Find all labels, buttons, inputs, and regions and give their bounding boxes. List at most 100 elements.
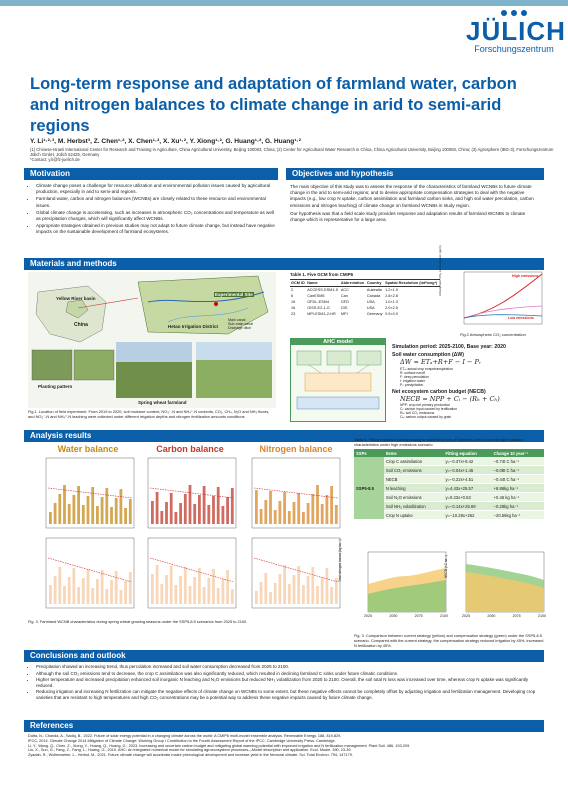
panel-bar bbox=[302, 512, 305, 524]
motivation-bullet: Farmland water, carbon and nitrogen bala… bbox=[36, 196, 278, 208]
fitting-table: SSPs Items Fitting equation Change 10 ye… bbox=[354, 449, 544, 521]
compensation-strategy-area bbox=[368, 580, 446, 612]
table-header: Items bbox=[383, 449, 444, 458]
panel-bar bbox=[334, 505, 338, 524]
definition: F: deep percolation bbox=[400, 374, 430, 379]
panel-bar bbox=[49, 585, 52, 604]
definition: Cᵢ: carbon input caused by fertilization bbox=[400, 407, 458, 412]
gcm-table: GCM ID Name Abbreviation Country Spatial… bbox=[290, 279, 440, 317]
table-cell: Crop C assimilation bbox=[383, 457, 444, 467]
panel-bar bbox=[320, 577, 324, 604]
panel-bar bbox=[110, 580, 113, 604]
table-row: 15 GFDL-ESM4 GFD USA 1.0×1.3 bbox=[290, 299, 440, 305]
panel-bar bbox=[334, 578, 338, 604]
table-row: Soil N₂O emissions y=0.23x+0.53 +0.46 kg h… bbox=[354, 492, 544, 503]
panel-bar bbox=[216, 588, 220, 604]
definition: NPP: crop net primary production bbox=[400, 403, 451, 408]
methods-equations: Simulation period: 2025-2100, Base year:… bbox=[392, 344, 546, 419]
table-row: 6 CanESM5 Can Canada 2.8×2.8 bbox=[290, 293, 440, 299]
table-header: Change 10 year⁻¹ bbox=[491, 449, 544, 458]
panel-bar bbox=[91, 588, 95, 604]
table-row: N leaching y=4.43x+25.57 +8.86kg ha⁻¹ bbox=[354, 483, 544, 494]
panel-bar bbox=[105, 488, 109, 524]
legend-main-canal: Main canal bbox=[228, 318, 246, 322]
nitrogen-loss-chart: Total nitrogen losses (kg ha⁻¹) 2025 205… bbox=[338, 539, 449, 632]
table-cell: −0.74t C ha⁻¹ bbox=[491, 457, 544, 467]
panel-bar bbox=[128, 499, 132, 524]
panel-bar bbox=[287, 511, 291, 524]
table-cell: 0.9×0.9 bbox=[385, 312, 398, 316]
panel-bar bbox=[86, 569, 90, 604]
table-row: 2 ACCESS-ESM1-5 ACC Australia 1.2×1.9 bbox=[290, 287, 440, 294]
panel-bar bbox=[174, 512, 178, 524]
panel-bar bbox=[325, 568, 329, 604]
logo-dots-icon bbox=[466, 10, 562, 16]
panel-bar bbox=[216, 487, 220, 524]
table-cell: 2.0×2.5 bbox=[385, 306, 398, 310]
table-cell: y=−10.28x+262 bbox=[443, 510, 492, 521]
panel-bar bbox=[198, 495, 201, 524]
wcnb-figure: Water balance Carbon balance Nitrogen ba… bbox=[28, 444, 348, 616]
panel-bar bbox=[302, 585, 305, 604]
panel-bar bbox=[202, 587, 206, 604]
table-cell: SSP5-8.5 bbox=[354, 457, 384, 521]
panel-bar bbox=[297, 566, 301, 604]
table-cell: MPI-ESM1-2-HR bbox=[307, 312, 336, 316]
field-photo-sky bbox=[116, 342, 192, 362]
table-header: Name bbox=[306, 279, 340, 287]
table-cell: ACCESS-ESM1-5 bbox=[307, 288, 338, 292]
table-cell: y=4.43x+25.57 bbox=[443, 483, 492, 494]
contact-text: *Contact: y.li@fz-juelich.de bbox=[30, 157, 80, 163]
reference-item: Liu, X., Sun, G., Fang, Z., Fang, L., Hu… bbox=[28, 748, 352, 753]
objectives-paragraph: The main objective of this study was to … bbox=[290, 184, 534, 208]
table-cell: Can bbox=[340, 294, 348, 298]
panel-bar bbox=[259, 582, 263, 604]
ahc-model-diagram: AHC model bbox=[290, 338, 386, 422]
conclusions-text: Precipitation showed an increasing trend… bbox=[28, 664, 544, 702]
panel-bar bbox=[193, 504, 197, 524]
table-cell: Australia bbox=[366, 288, 382, 292]
panel-bar bbox=[264, 573, 268, 604]
table-cell: 16 bbox=[291, 306, 296, 310]
table-cell: Crop N uptake bbox=[383, 510, 444, 521]
panel-bar bbox=[169, 566, 173, 604]
materials-heading: Materials and methods bbox=[24, 258, 544, 270]
panel-bar bbox=[49, 512, 52, 524]
panel-bar bbox=[292, 502, 296, 524]
panel-bar bbox=[330, 486, 333, 524]
motivation-bullet: Appropriate strategies obtained in previ… bbox=[36, 223, 278, 235]
panel-bar bbox=[212, 496, 215, 524]
table-cell: +8.86kg ha⁻¹ bbox=[491, 483, 544, 494]
panel-bar bbox=[320, 504, 324, 524]
table-cell: Canada bbox=[366, 294, 381, 298]
motivation-bullet: Global climate change is accelerating, s… bbox=[36, 210, 278, 222]
panel-bar bbox=[179, 576, 182, 604]
panel-bar bbox=[230, 589, 234, 604]
panel-bar bbox=[151, 501, 154, 524]
co2-mid-line bbox=[463, 305, 543, 319]
hypothesis-paragraph: Our hypothesis was that a field scale st… bbox=[290, 210, 526, 223]
panel-bar bbox=[202, 486, 206, 524]
planting-pattern-label: Planting pattern bbox=[38, 384, 73, 389]
panel-bar bbox=[165, 502, 168, 524]
fig3b-caption: Fig. 3. Comparison between current strat… bbox=[354, 633, 544, 648]
table-cell: y=−0.04x+1.45 bbox=[443, 465, 492, 476]
top-bar bbox=[0, 0, 568, 6]
table5-caption: Table 5. Fitting equation corresponding … bbox=[354, 437, 523, 447]
panel-bar bbox=[119, 489, 123, 524]
panel-bar bbox=[221, 579, 225, 604]
panel-bar bbox=[155, 492, 159, 524]
x-axis-ticks: 2025 2050 2075 2100 bbox=[364, 614, 448, 618]
table-cell: y=0.23x+0.53 bbox=[443, 492, 492, 503]
table1-block: Table 1. Five GCM from CMIP6 GCM ID Name… bbox=[290, 272, 440, 317]
table-header-row: GCM ID Name Abbreviation Country Spatial… bbox=[290, 279, 440, 287]
reference-item: Zyadah, R., Wollenweber, L., Herbst, M.,… bbox=[28, 753, 353, 758]
panel-bar bbox=[230, 488, 234, 524]
panel-bar bbox=[325, 495, 329, 524]
table-header-row: SSPs Items Fitting equation Change 10 ye… bbox=[354, 449, 544, 458]
definition: I: irrigation water bbox=[400, 378, 426, 383]
co2-ylabel: Atmospheric CO₂ concentration (ppm) bbox=[438, 245, 442, 296]
logo-name: JÜLICH bbox=[466, 16, 566, 46]
fig1-caption: Fig.1. Location of field experiment. Fro… bbox=[28, 409, 270, 419]
co2-figure: High emissions Low emissions Atmospheric… bbox=[438, 245, 544, 342]
